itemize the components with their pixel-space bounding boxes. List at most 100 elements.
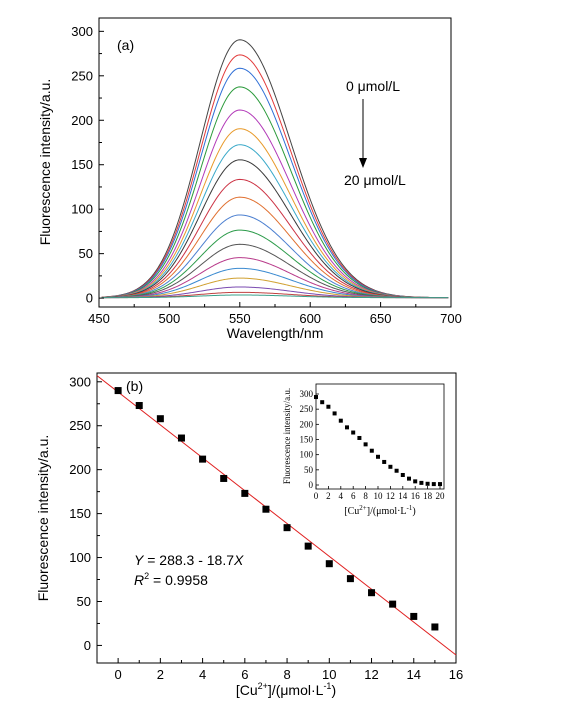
a-ytick-label: 200 [71, 113, 93, 128]
b-ytick-label: 200 [69, 462, 91, 477]
inset-xlabel: [Cu2+]/(μmol·L-1) [344, 504, 415, 517]
panel-b-fit-line [96, 375, 457, 656]
inset-ytick-label: 200 [300, 419, 314, 429]
inset-xlabel-part-2: 2+ [359, 504, 367, 512]
inset-point-3 [332, 411, 337, 416]
data-point-11 [346, 575, 354, 583]
inset-point-14 [400, 472, 405, 477]
b-xtick-label: 2 [157, 667, 164, 682]
spectrum-curve-5 [101, 128, 449, 299]
data-point-13 [389, 600, 397, 608]
equation-x-symbol: X [233, 552, 244, 568]
xlabel-part-2: 2+ [258, 681, 268, 691]
inset-xtick-label: 8 [363, 491, 368, 501]
inset-point-6 [351, 430, 356, 435]
inset-point-18 [425, 481, 430, 486]
a-xtick-label: 650 [370, 311, 392, 326]
b-ytick-label: 0 [84, 638, 91, 653]
inset-xlabel-part-1: [Cu [344, 506, 359, 517]
panel-b-points [114, 387, 439, 631]
panel-b-xlabel: [Cu2+]/(μmol·L-1) [236, 681, 336, 698]
panel-a-label: (a) [117, 37, 134, 53]
a-ytick-label: 50 [79, 246, 93, 261]
spectrum-curve-4 [101, 109, 449, 299]
xlabel-part-5: ) [331, 682, 336, 698]
inset-xtick-label: 14 [398, 491, 408, 501]
inset-xtick-label: 4 [339, 491, 344, 501]
inset-xtick-label: 16 [411, 491, 421, 501]
inset-point-17 [419, 480, 424, 485]
inset-xtick-label: 6 [351, 491, 356, 501]
annotation-top: 0 μmol/L [346, 78, 400, 94]
panel-a-frame [98, 17, 452, 308]
panel-a-ylabel: Fluorescence intensity/a.u. [37, 79, 53, 246]
inset-point-20 [438, 482, 442, 487]
b-xtick-label: 12 [364, 667, 378, 682]
xlabel-part-1: [Cu [236, 682, 258, 698]
data-point-2 [156, 415, 164, 423]
b-xtick-label: 0 [115, 667, 122, 682]
a-ytick-label: 250 [71, 68, 93, 83]
data-point-10 [325, 560, 333, 568]
panel-b-label: (b) [126, 378, 143, 394]
inset-xlabel-part-5: ) [412, 506, 415, 517]
inset-point-12 [388, 464, 393, 469]
inset-point-2 [326, 404, 331, 409]
inset-xtick-label: 12 [386, 491, 395, 501]
r2-symbol: R [134, 572, 144, 588]
data-point-8 [283, 524, 291, 532]
inset-xtick-label: 2 [326, 491, 331, 501]
regression-equation: Y = 288.3 - 18.7X [134, 552, 244, 568]
r-squared: R2 = 0.9958 [134, 571, 208, 588]
inset-xlabel-part-3: ]/(μmol·L [367, 506, 407, 517]
inset-frame [315, 383, 445, 490]
a-xtick-label: 500 [159, 311, 181, 326]
a-ytick-label: 300 [71, 24, 93, 39]
inset-ytick-label: 50 [304, 465, 314, 475]
a-ytick-label: 150 [71, 157, 93, 172]
b-xtick-label: 6 [241, 667, 248, 682]
data-point-4 [199, 455, 207, 463]
b-xtick-label: 10 [322, 667, 336, 682]
inset-xtick-label: 10 [374, 491, 384, 501]
inset-point-10 [376, 454, 380, 459]
a-xtick-label: 700 [440, 311, 462, 326]
inset-point-4 [338, 418, 343, 423]
r2-value: = 0.9958 [149, 572, 208, 588]
a-xtick-label: 600 [299, 311, 321, 326]
data-point-3 [177, 434, 185, 442]
panel-b-ylabel: Fluorescence intensity/a.u. [35, 435, 51, 602]
data-point-14 [410, 612, 418, 620]
inset-ytick-label: 300 [300, 389, 314, 399]
inset-point-11 [382, 459, 387, 464]
b-ytick-label: 50 [77, 594, 91, 609]
spectrum-curve-18 [101, 294, 449, 299]
inset-point-16 [413, 479, 418, 484]
inset-xtick-label: 0 [314, 491, 319, 501]
b-ytick-label: 250 [69, 418, 91, 433]
inset-ylabel: Fluorescence intensity/a.u. [282, 388, 292, 484]
a-ytick-label: 0 [86, 291, 93, 306]
inset-point-1 [320, 400, 325, 405]
inset-point-5 [345, 425, 349, 430]
panel-a-curves [101, 39, 449, 299]
panel-a-axes: 450 500 550 600 650 700 0 50 100 150 200 250 300 [71, 24, 462, 326]
data-point-1 [135, 402, 143, 410]
b-ytick-label: 300 [69, 374, 91, 389]
panel-a: 450 500 550 600 650 700 0 50 100 150 200 250 300 (a)… [37, 17, 462, 341]
equation-body: = 288.3 - 18.7 [143, 552, 234, 568]
inset-point-19 [431, 482, 436, 487]
annotation-bottom: 20 μmol/L [344, 172, 406, 188]
b-ytick-label: 150 [69, 506, 91, 521]
inset-ytick-label: 100 [300, 450, 314, 460]
b-xtick-label: 14 [407, 667, 421, 682]
data-point-15 [431, 623, 439, 631]
data-point-9 [304, 542, 312, 550]
equation-y-symbol: Y [134, 552, 145, 568]
inset-ytick-label: 150 [300, 435, 314, 445]
b-xtick-label: 4 [199, 667, 206, 682]
